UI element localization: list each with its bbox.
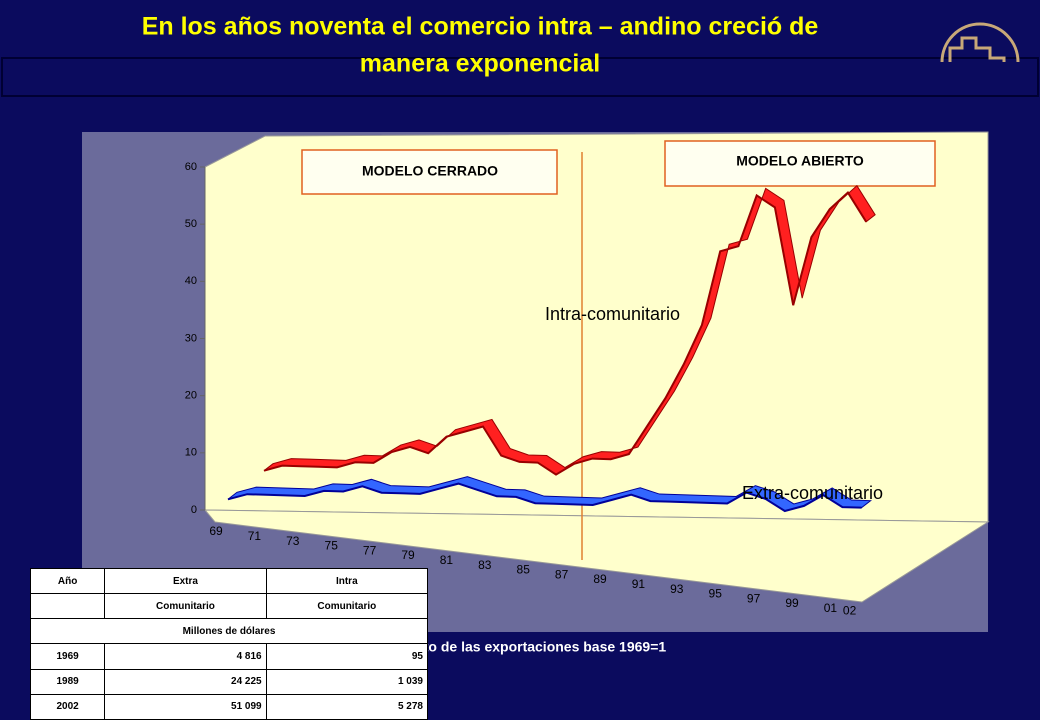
- data-table: Año Extra Intra Comunitario Comunitario Mil…: [29, 567, 429, 720]
- y-tick-label: 10: [185, 447, 197, 459]
- unit: Millones de dólares: [30, 618, 428, 645]
- x-tick-label: 95: [709, 587, 723, 601]
- x-tick-label: 79: [401, 548, 415, 562]
- series-label: Intra-comunitario: [545, 304, 680, 324]
- x-tick-label: 97: [747, 591, 761, 605]
- th: Comunitario: [265, 593, 429, 620]
- series-label: Extra-comunitario: [742, 483, 883, 503]
- title-line: manera exponencial: [360, 50, 600, 78]
- floor: [203, 509, 990, 603]
- cell: 51 099: [104, 693, 267, 720]
- series-line: [227, 482, 862, 513]
- x-tick-label: 73: [286, 534, 300, 548]
- cell: 4 816: [104, 643, 267, 670]
- th: Intra: [265, 567, 429, 595]
- y-tick-label: 30: [185, 332, 197, 344]
- cell: 5 278: [265, 693, 429, 720]
- annotation: MODELO CERRADO: [362, 163, 498, 179]
- x-tick-label: 91: [632, 577, 646, 591]
- x-tick-label: 83: [478, 558, 492, 572]
- title-line: En los años noventa el comercio intra – …: [142, 13, 819, 41]
- x-tick-label: 71: [248, 529, 262, 543]
- cell: 1 039: [265, 668, 429, 695]
- cell: 24 225: [104, 668, 267, 695]
- title-band: [1, 57, 1039, 97]
- th: Extra: [104, 567, 267, 595]
- y-tick-label: 40: [185, 275, 197, 287]
- y-tick-label: 60: [185, 161, 197, 173]
- x-tick-label: 87: [555, 567, 569, 581]
- cell: 95: [265, 643, 429, 670]
- th: [29, 593, 106, 620]
- logo: [940, 22, 1020, 63]
- x-tick-label: 93: [670, 582, 684, 596]
- x-tick-label: 01: [824, 601, 838, 615]
- th: Comunitario: [104, 593, 267, 620]
- th: Año: [29, 567, 106, 595]
- x-tick-label: 77: [363, 543, 377, 557]
- cell: 1989: [29, 668, 106, 695]
- x-tick-label: 99: [785, 596, 799, 610]
- annotation-box: [301, 149, 558, 195]
- x-tick-label: 89: [593, 572, 607, 586]
- x-tick-label: 75: [325, 539, 339, 553]
- y-tick-label: 0: [191, 504, 197, 516]
- cell: 1969: [29, 643, 106, 670]
- x-tick-label: 69: [209, 524, 223, 538]
- x-tick-label: 02: [843, 603, 857, 617]
- cell: 2002: [29, 693, 106, 720]
- y-tick-label: 50: [185, 218, 197, 230]
- y-tick-label: 20: [185, 390, 197, 402]
- x-tick-label: 85: [517, 563, 531, 577]
- annotation-box: [664, 140, 936, 187]
- annotation: MODELO ABIERTO: [736, 153, 864, 169]
- series-line: [263, 191, 868, 476]
- x-tick-label: 81: [440, 553, 454, 567]
